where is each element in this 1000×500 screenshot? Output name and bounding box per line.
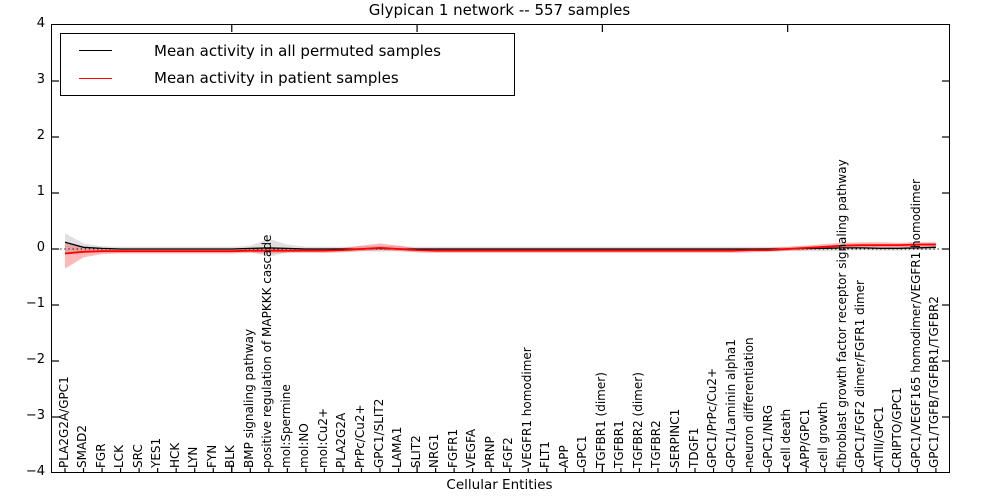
x-tick-label: PRNP [482, 436, 497, 468]
x-tick-label: ATIII/GPC1 [871, 406, 886, 468]
x-tick-label: YES1 [149, 437, 164, 468]
x-tick-label: FGF2 [501, 437, 516, 468]
x-tick-label: fibroblast growth factor receptor signal… [834, 159, 849, 468]
x-tick-label: positive regulation of MAPKKK cascade [260, 234, 275, 468]
x-tick-label: VEGFR1 homodimer [519, 347, 534, 468]
x-tick-label: mol:NO [297, 423, 312, 468]
x-tick-label: FYN [204, 444, 219, 468]
x-tick-label: LAMA1 [390, 426, 405, 468]
x-tick-label: mol:Cu2+ [315, 407, 330, 468]
legend-label-patient: Mean activity in patient samples [154, 69, 399, 88]
x-tick-label: cell growth [816, 401, 831, 468]
x-tick-label: GPC1/Laminin alpha1 [723, 339, 738, 468]
y-tick-label: 0 [36, 240, 45, 255]
x-tick-label: TGFBR2 [649, 420, 664, 468]
x-tick-label: neuron differentiation [742, 337, 757, 468]
x-tick-label: SMAD2 [75, 424, 90, 468]
x-tick-label: CRIPTO/GPC1 [890, 387, 905, 468]
y-tick-label: −4 [25, 464, 45, 479]
chart-title: Glypican 1 network -- 557 samples [368, 1, 631, 19]
y-tick-label: 4 [36, 16, 45, 31]
x-tick-label: cell death [779, 408, 794, 468]
plot-lines-svg [52, 25, 949, 472]
x-tick-label: PLA2G2A [334, 412, 349, 468]
x-tick-label: GPC1/FGF2 dimer/FGFR1 dimer [853, 280, 868, 468]
x-tick-label: LYN [186, 446, 201, 468]
y-tick-label: −2 [25, 352, 45, 367]
x-tick-label: SRC [130, 444, 145, 468]
x-tick-label: FLT1 [538, 441, 553, 468]
permuted-line-sample-icon [79, 50, 112, 52]
axis-ticks [52, 25, 949, 472]
x-tick-label: GPC1/VEGF165 homodimer/VEGFR1 homodimer [908, 179, 923, 468]
uncertainty-band [65, 242, 936, 269]
x-tick-label: HCK [167, 442, 182, 468]
y-tick-label: 1 [36, 184, 45, 199]
x-tick-label: TGFBR2 (dimer) [630, 372, 645, 468]
patient-line-sample-icon [79, 77, 112, 79]
x-tick-label: SLIT2 [408, 435, 423, 468]
x-tick-label: TDGF1 [686, 427, 701, 468]
x-tick-label: LCK [112, 445, 127, 468]
x-tick-label: TGFBR1 (dimer) [593, 372, 608, 468]
legend-label-permuted: Mean activity in all permuted samples [154, 41, 441, 60]
x-tick-label: PLA2G2A/GPC1 [56, 376, 71, 468]
x-tick-label: APP/GPC1 [797, 408, 812, 468]
x-tick-label: APP [556, 445, 571, 468]
x-tick-label: NRG1 [427, 433, 442, 468]
y-tick-label: 2 [36, 128, 45, 143]
x-tick-label: mol:Spermine [278, 384, 293, 468]
x-tick-label: GPC1/TGFB/TGFBR1/TGFBR2 [927, 296, 942, 468]
x-tick-label: GPC1 [575, 435, 590, 468]
legend-row-patient: Mean activity in patient samples [61, 65, 514, 91]
x-tick-label: TGFBR1 [612, 420, 627, 468]
x-tick-label: BMP signaling pathway [241, 328, 256, 468]
x-tick-label: VEGFA [464, 428, 479, 468]
legend: Mean activity in all permuted samples Me… [60, 33, 515, 96]
x-tick-label: GPC1/NRG [760, 404, 775, 468]
legend-row-permuted: Mean activity in all permuted samples [61, 38, 514, 64]
y-tick-label: 3 [36, 72, 45, 87]
series-line [64, 243, 936, 255]
x-tick-label: GPC1/SLIT2 [371, 398, 386, 468]
y-tick-label: −1 [25, 296, 45, 311]
x-tick-label: SERPINC1 [667, 408, 682, 468]
x-tick-label: GPC1/PrPc/Cu2+ [705, 367, 720, 468]
plot-area [51, 24, 950, 473]
x-tick-label: FGR [93, 443, 108, 468]
x-tick-label: FGFR1 [445, 428, 460, 468]
x-tick-label: PrPc/Cu2+ [352, 404, 367, 468]
x-tick-label: BLK [223, 445, 238, 468]
y-tick-label: −3 [25, 408, 45, 423]
x-axis-label: Cellular Entities [446, 477, 553, 493]
